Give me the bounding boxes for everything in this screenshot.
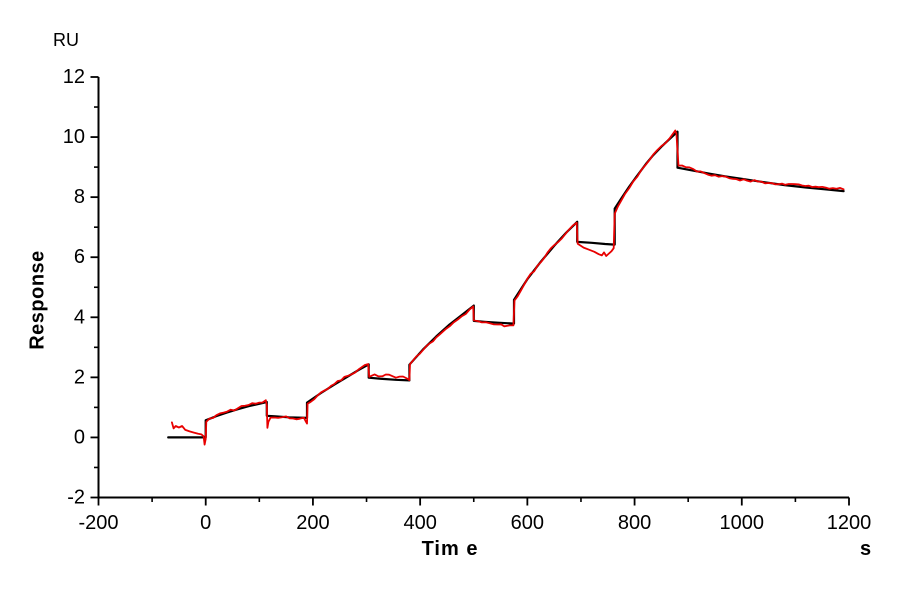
experimental-curve — [171, 129, 845, 446]
svg-text:200: 200 — [296, 512, 329, 534]
svg-text:8: 8 — [74, 186, 85, 208]
x-axis-title: Tim e — [421, 538, 479, 560]
fit-curve — [167, 130, 845, 439]
svg-text:600: 600 — [511, 512, 544, 534]
svg-text:10: 10 — [63, 126, 85, 148]
y-axis-title: Response — [26, 250, 49, 350]
svg-text:2: 2 — [74, 366, 85, 388]
svg-text:0: 0 — [74, 426, 85, 448]
svg-text:0: 0 — [200, 512, 211, 534]
svg-text:800: 800 — [618, 512, 651, 534]
svg-text:1000: 1000 — [720, 512, 765, 534]
y-axis-unit-label: RU — [53, 30, 79, 50]
svg-text:12: 12 — [63, 66, 85, 88]
svg-text:1200: 1200 — [827, 512, 872, 534]
svg-text:-200: -200 — [78, 512, 118, 534]
x-axis-unit-label: s — [860, 538, 872, 560]
svg-text:6: 6 — [74, 246, 85, 268]
svg-text:400: 400 — [403, 512, 436, 534]
svg-text:-2: -2 — [67, 487, 85, 509]
svg-text:4: 4 — [74, 306, 85, 328]
